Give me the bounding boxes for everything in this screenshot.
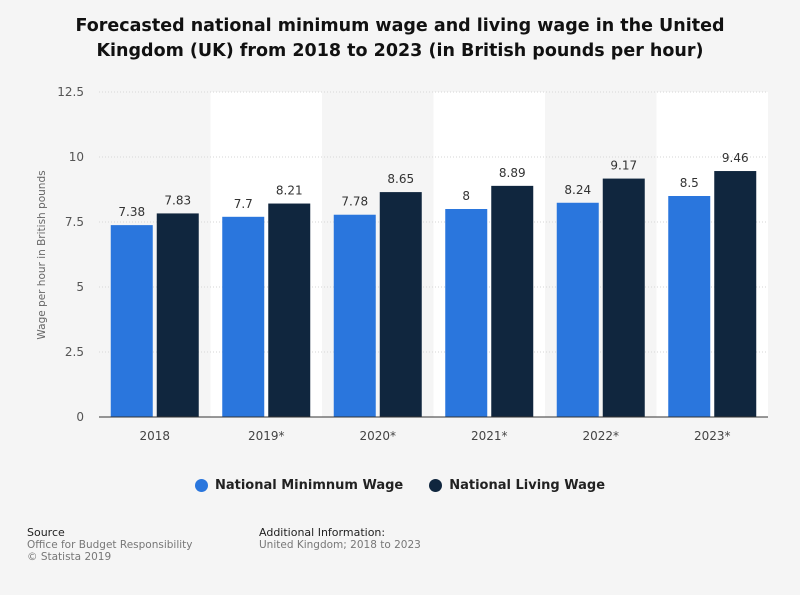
y-tick-label: 7.5 bbox=[65, 215, 84, 229]
bar-living-wage-0[interactable] bbox=[156, 213, 199, 417]
column-bands bbox=[99, 92, 768, 417]
x-tick-label: 2022* bbox=[582, 429, 619, 443]
bar-minimum-wage-3[interactable] bbox=[445, 209, 488, 417]
y-tick-label: 12.5 bbox=[57, 85, 84, 99]
source-heading: Source bbox=[27, 526, 65, 539]
chart-title-line-1: Forecasted national minimum wage and liv… bbox=[75, 16, 725, 36]
bar-minimum-wage-1[interactable] bbox=[222, 216, 265, 417]
legend-swatch-living-wage bbox=[429, 479, 443, 492]
value-label: 8.89 bbox=[499, 166, 526, 180]
legend-label-living-wage: National Living Wage bbox=[449, 478, 606, 493]
x-tick-label: 2018 bbox=[139, 429, 170, 443]
value-label: 7.38 bbox=[118, 205, 145, 219]
chart-title: Forecasted national minimum wage and liv… bbox=[40, 14, 760, 64]
source-line-1: Office for Budget Responsibility bbox=[27, 539, 193, 551]
bar-minimum-wage-4[interactable] bbox=[556, 202, 599, 417]
bar-minimum-wage-2[interactable] bbox=[333, 214, 376, 417]
footer-additional-info: Additional Information: United Kingdom; … bbox=[259, 526, 421, 552]
bar-living-wage-2[interactable] bbox=[379, 192, 422, 417]
legend-item-minimum-wage[interactable]: National Minimnum Wage bbox=[194, 478, 404, 493]
value-label: 7.78 bbox=[341, 195, 368, 209]
source-line-2: © Statista 2019 bbox=[27, 551, 112, 563]
chart-title-line-2: Kingdom (UK) from 2018 to 2023 (in Briti… bbox=[96, 41, 704, 61]
legend: National Minimnum Wage National Living W… bbox=[0, 478, 800, 493]
y-tick-label: 5 bbox=[76, 280, 84, 294]
additional-info-line-1: United Kingdom; 2018 to 2023 bbox=[259, 539, 421, 551]
bar-living-wage-4[interactable] bbox=[602, 178, 645, 417]
value-label: 7.83 bbox=[164, 193, 191, 207]
legend-swatch-minimum-wage bbox=[194, 479, 208, 492]
grid-lines bbox=[99, 91, 768, 353]
value-label: 8.65 bbox=[387, 172, 414, 186]
bar-minimum-wage-0[interactable] bbox=[110, 225, 153, 417]
value-label: 9.17 bbox=[610, 159, 637, 173]
additional-info-heading: Additional Information: bbox=[259, 526, 386, 539]
value-label: 8.24 bbox=[564, 183, 591, 197]
value-label: 8.5 bbox=[680, 176, 699, 190]
value-labels: 7.38 7.83 7.7 8.21 7.78 8.65 8 8.89 8.24 9.17 8.5 9… bbox=[118, 151, 748, 219]
x-tick-label: 2021* bbox=[471, 429, 508, 443]
legend-item-living-wage[interactable]: National Living Wage bbox=[429, 478, 605, 493]
y-tick-label: 2.5 bbox=[65, 345, 84, 359]
value-label: 8.21 bbox=[276, 184, 303, 198]
footer-source: Source Office for Budget Responsibility … bbox=[27, 526, 193, 564]
bar-minimum-wage-5[interactable] bbox=[668, 196, 711, 417]
legend-label-minimum-wage: National Minimnum Wage bbox=[214, 478, 404, 493]
x-tick-label: 2019* bbox=[248, 429, 285, 443]
value-label: 9.46 bbox=[722, 151, 749, 165]
y-axis-label: Wage per hour in British pounds bbox=[36, 170, 48, 339]
y-tick-label: 0 bbox=[76, 410, 84, 424]
y-axis-ticks: 0 2.5 5 7.5 10 12.5 bbox=[57, 85, 84, 424]
bars bbox=[110, 171, 757, 417]
value-label: 8 bbox=[462, 189, 470, 203]
x-axis-ticks: 2018 2019* 2020* 2021* 2022* 2023* bbox=[139, 429, 730, 443]
bar-living-wage-3[interactable] bbox=[491, 185, 534, 417]
bar-chart: 0 2.5 5 7.5 10 12.5 7.38 7.83 7.7 8.21 7.78 8.65 8 8… bbox=[36, 85, 768, 443]
x-tick-label: 2020* bbox=[359, 429, 396, 443]
value-label: 7.7 bbox=[234, 197, 253, 211]
y-tick-label: 10 bbox=[69, 150, 84, 164]
bar-living-wage-1[interactable] bbox=[268, 203, 311, 417]
x-tick-label: 2023* bbox=[694, 429, 731, 443]
bar-living-wage-5[interactable] bbox=[714, 171, 757, 417]
